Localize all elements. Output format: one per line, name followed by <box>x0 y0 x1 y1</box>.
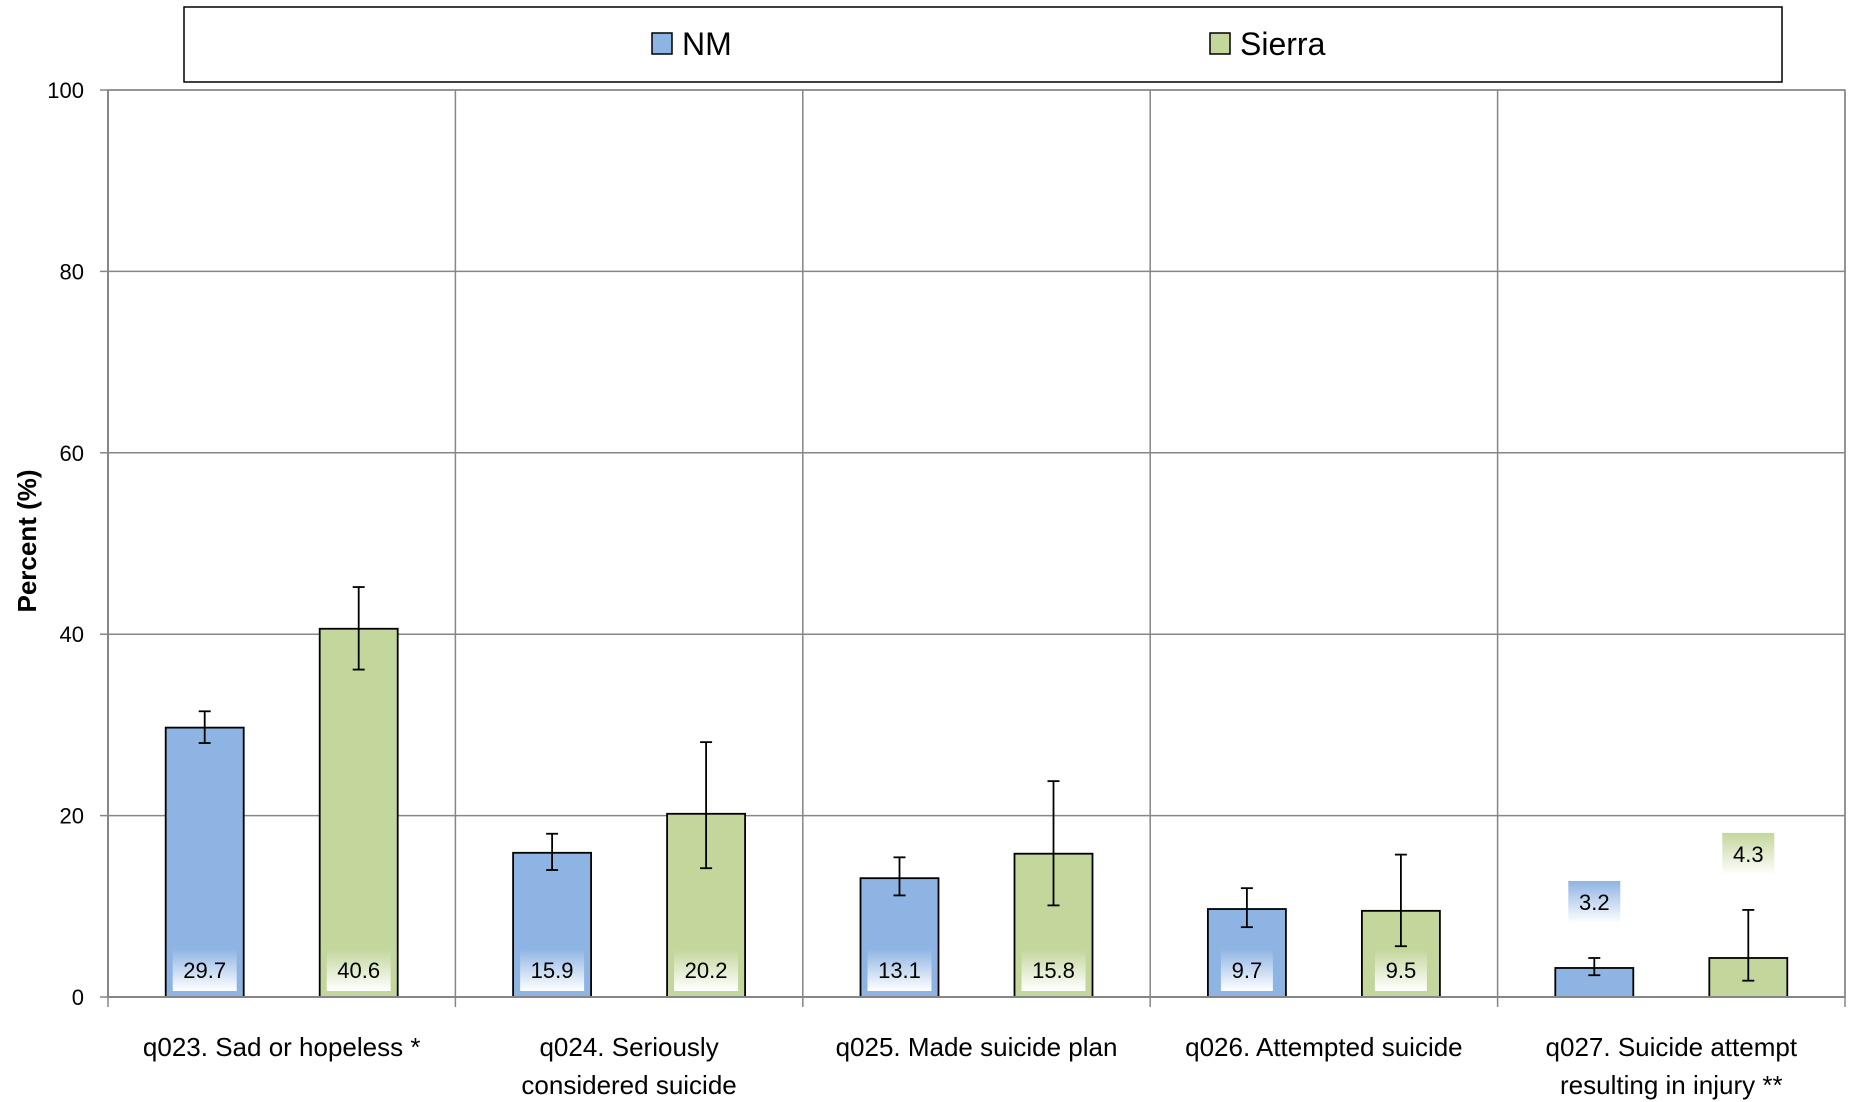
y-tick-label: 20 <box>60 804 84 829</box>
data-label-sierra-1: 40.6 <box>337 958 380 983</box>
bar-sierra-1 <box>318 627 399 998</box>
data-label-nm-2: 15.9 <box>531 958 574 983</box>
labels: 29.7 15.9 13.1 9.7 3.2 40.6 20.2 15.8 9.5 4.3 q023… <box>143 832 1798 1100</box>
category-label: q023. Sad or hopeless * <box>143 1032 421 1062</box>
data-label-sierra-2: 20.2 <box>685 958 728 983</box>
data-label-box <box>1220 949 1273 991</box>
data-label-box <box>326 949 391 991</box>
y-tick-label: 0 <box>72 985 84 1010</box>
data-label-nm-3: 13.1 <box>878 958 921 983</box>
legend-swatch-nm <box>651 32 673 55</box>
y-axis-label: Percent (%) <box>12 469 42 612</box>
bars <box>164 586 1789 998</box>
legend-swatch-sierra <box>1209 32 1231 55</box>
category-label: q027. Suicide attempt <box>1546 1032 1798 1062</box>
y-tick-label: 60 <box>60 441 84 466</box>
axes: 0 20 40 60 80 100 <box>47 78 1846 1010</box>
data-label-box <box>867 949 932 991</box>
y-tick-label: 100 <box>47 78 84 103</box>
data-label-box <box>1021 949 1086 991</box>
category-label: q024. Seriously <box>539 1032 718 1062</box>
data-label-nm-1: 29.7 <box>183 958 226 983</box>
data-label-sierra-5: 4.3 <box>1733 842 1764 867</box>
legend: NM Sierra <box>183 6 1783 83</box>
data-label-box <box>1374 949 1427 991</box>
data-label-box <box>674 949 739 991</box>
y-tick-label: 80 <box>60 259 84 284</box>
legend-label-sierra: Sierra <box>1240 26 1326 62</box>
data-label-box <box>1568 880 1621 923</box>
data-label-nm-5: 3.2 <box>1579 890 1610 915</box>
data-label-sierra-4: 9.5 <box>1386 958 1417 983</box>
category-label: considered suicide <box>521 1070 736 1100</box>
legend-label-nm: NM <box>682 26 732 62</box>
category-label: q025. Made suicide plan <box>836 1032 1118 1062</box>
category-label: resulting in injury ** <box>1560 1070 1783 1100</box>
data-label-sierra-3: 15.8 <box>1032 958 1075 983</box>
category-label: q026. Attempted suicide <box>1185 1032 1463 1062</box>
data-label-box <box>172 949 237 991</box>
legend-box <box>183 6 1783 83</box>
y-tick-label: 40 <box>60 622 84 647</box>
data-label-box <box>1722 832 1775 875</box>
data-label-nm-4: 9.7 <box>1232 958 1263 983</box>
data-label-box <box>520 949 585 991</box>
